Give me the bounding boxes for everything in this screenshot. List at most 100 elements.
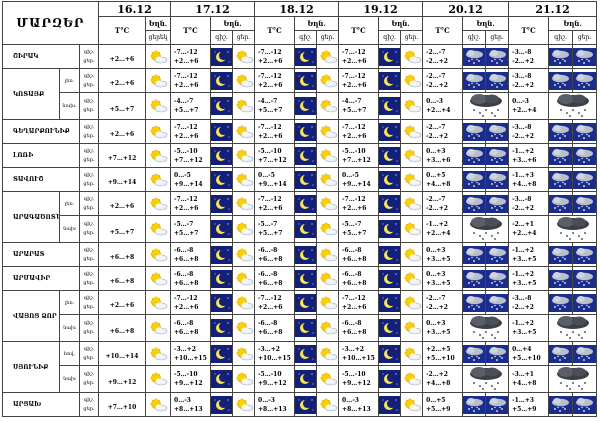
temp-pair: 0…-5 +9…+14 [254, 167, 296, 192]
moon-night-icon [210, 68, 234, 93]
moon-night-icon [378, 191, 402, 216]
night-temp: -5…-10 [174, 371, 198, 378]
temp-pair: -3…-8 -2…+2 [508, 68, 550, 93]
moon-night-icon [210, 314, 234, 342]
region-subzone: լեռ. [59, 68, 80, 93]
moon-night-icon [210, 392, 234, 417]
night-temp: 0…-3 [512, 98, 529, 105]
night-temp: +2…+5 [426, 345, 451, 353]
region-subzone: նախ. [59, 92, 80, 120]
sky-header: Եղն. [462, 16, 510, 31]
day-temp: +9…+12 [174, 380, 203, 387]
sky-header: Եղն. [378, 16, 424, 31]
sun-cloud-icon [400, 365, 424, 393]
temp-pair: 0…+5 +5…+9 [422, 392, 464, 417]
snow-night-icon [485, 143, 510, 168]
moon-night-icon [210, 92, 234, 120]
snow-night-icon [572, 143, 598, 168]
temp-pair: -7…-12 +2…+6 [338, 119, 380, 144]
night-temp: -7…-12 [174, 123, 198, 131]
night-temp: 0…+4 [512, 345, 532, 353]
night-temp: -6…-8 [342, 320, 362, 327]
sun-cloud-icon [232, 143, 256, 168]
day-night-labels: գիշ. ցեր. [79, 242, 99, 267]
temp-header: T°C [254, 16, 296, 45]
snow-cloud-icon [462, 314, 510, 342]
region-subzone: նախ [59, 215, 80, 243]
sun-cloud-icon [144, 290, 172, 315]
day-label: ցեր. [83, 132, 95, 139]
day-temp: +3…+6 [512, 156, 537, 164]
snow-night-icon [548, 143, 574, 168]
night-temp: -7…-12 [174, 72, 198, 80]
temp-pair: -3…-8 -2…+2 [508, 191, 550, 216]
sun-cloud-icon [400, 92, 424, 120]
sky-day-header: ցեր. [572, 30, 598, 45]
day-temp: +2…+6 [342, 303, 367, 311]
sun-cloud-icon [316, 92, 340, 120]
day-temp: -2…+2 [426, 303, 448, 311]
temp-pair: -5…-7 +5…+7 [254, 215, 296, 243]
moon-night-icon [294, 215, 318, 243]
sky-header: Եղն. [294, 16, 340, 31]
temp-pair: 0…+5 +4…+8 [422, 167, 464, 192]
night-temp: -3…-8 [512, 123, 532, 131]
night-temp: -5…-7 [258, 221, 278, 228]
temp-pair: -7…-12 +2…+6 [338, 290, 380, 315]
day-temp: +5…+9 [426, 405, 451, 413]
sun-cloud-icon [144, 143, 172, 168]
sun-cloud-icon [316, 44, 340, 69]
snow-night-icon [572, 68, 598, 93]
sun-cloud-icon [232, 290, 256, 315]
moon-night-icon [378, 44, 402, 69]
day-temp: +9…+14 [174, 180, 203, 188]
temp-value: +2…+6 [98, 191, 146, 216]
temp-pair: -1…+2 +3…+6 [508, 143, 550, 168]
day-label: ցեր. [83, 354, 95, 361]
day-temp: +2…+6 [174, 57, 199, 65]
night-temp: -4…-7 [174, 98, 194, 105]
snow-night-icon [462, 392, 487, 417]
snow-cloud-icon [462, 365, 510, 393]
temp-value: +2…+6 [98, 68, 146, 93]
sun-cloud-icon [232, 341, 256, 366]
temp-pair: -3…+2 +10…+15 [254, 341, 296, 366]
day-temp: +5…+7 [174, 230, 199, 237]
day-label: ցեր. [83, 204, 95, 211]
day-temp: +2…+6 [258, 303, 283, 311]
temp-pair: -1…+2 +3…+5 [508, 266, 550, 291]
night-temp: -1…+2 [512, 246, 534, 254]
sun-cloud-icon [400, 143, 424, 168]
table-row: ՍՅՈՒՆԻՔ հով. գիշ. ցեր. +10…+14 -3…+2 +10…+15 -3… [2, 341, 598, 393]
snow-night-icon [548, 266, 574, 291]
sun-cloud-icon [144, 167, 172, 192]
day-temp: +5…+7 [342, 107, 367, 114]
day-temp: +5…+10 [512, 354, 541, 362]
temp-value: +10…+14 [98, 341, 146, 366]
temp-pair: -4…-7 +5…+7 [338, 92, 380, 120]
day-temp: +10…+15 [174, 354, 207, 362]
sky-night-header: գիշ. [462, 30, 487, 45]
night-temp: -7…-12 [174, 195, 198, 203]
sun-cloud-icon [400, 68, 424, 93]
temp-pair: -2…+2 +4…+8 [422, 365, 464, 393]
temp-value: +6…+8 [98, 242, 146, 267]
moon-night-icon [378, 143, 402, 168]
snow-night-icon [462, 341, 487, 366]
sun-cloud-icon [400, 191, 424, 216]
sun-cloud-icon [232, 92, 256, 120]
moon-night-icon [378, 392, 402, 417]
temp-value: +2…+6 [98, 44, 146, 69]
temp-pair: 0…-3 +2…+4 [422, 92, 464, 120]
sun-cloud-icon [316, 215, 340, 243]
day-night-labels: գիշ. ցեր. [79, 341, 99, 366]
night-temp: -3…+1 [512, 371, 534, 378]
sun-cloud-icon [144, 314, 172, 342]
moon-night-icon [378, 215, 402, 243]
sun-cloud-icon [316, 290, 340, 315]
snow-night-icon [485, 290, 510, 315]
table-row: ԿՈՏԱՅՔ լեռ. գիշ. ցեր. +2…+6 -7…-12 +2…+6 -7…-12… [2, 68, 598, 120]
snow-night-icon [462, 266, 487, 291]
table-row: ԱՐՄԱՎԻՐ գիշ. ցեր. +6…+8 -6…-8 +6…+8 -6…-8 +6…+8… [2, 266, 598, 291]
night-temp: 0…-3 [174, 396, 191, 404]
